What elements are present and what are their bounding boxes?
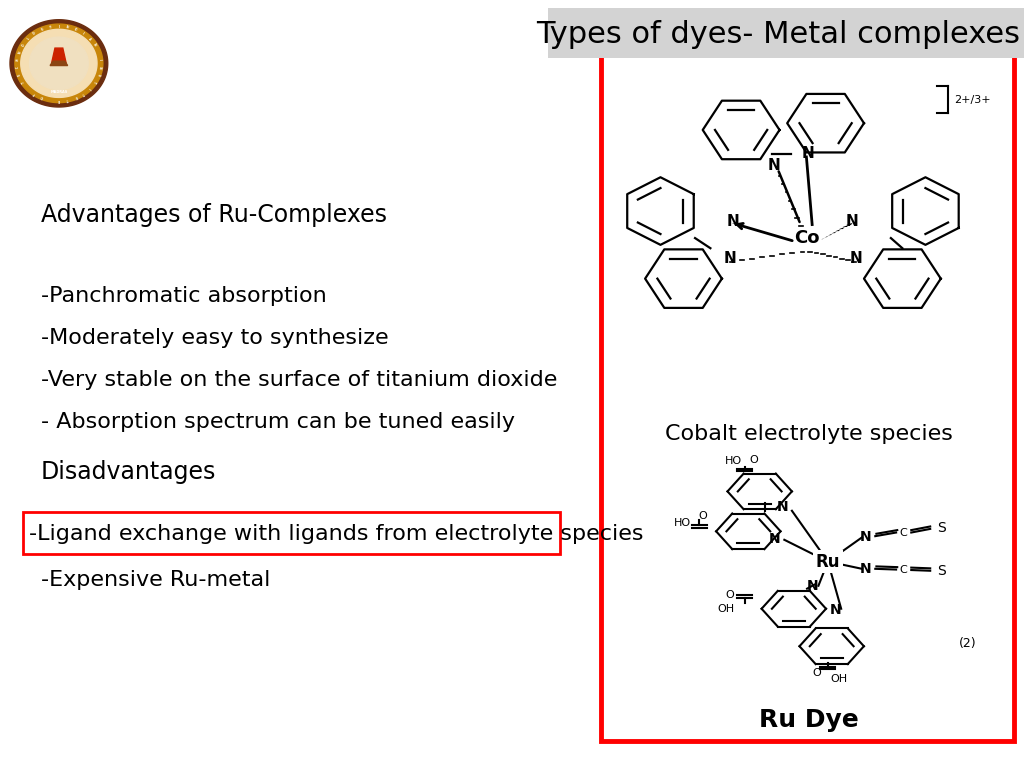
Text: Advantages of Ru-Complexes: Advantages of Ru-Complexes: [41, 203, 387, 227]
Polygon shape: [821, 237, 825, 240]
Text: N: N: [776, 500, 788, 514]
Polygon shape: [767, 233, 775, 235]
Text: N: N: [769, 531, 780, 545]
Text: OH: OH: [830, 674, 848, 684]
Polygon shape: [818, 240, 821, 241]
Polygon shape: [774, 235, 781, 237]
Text: L: L: [27, 37, 31, 41]
Text: Cobalt electrolyte species: Cobalt electrolyte species: [665, 424, 953, 444]
Text: HO: HO: [674, 518, 690, 528]
Text: O: O: [812, 668, 821, 678]
Polygon shape: [825, 235, 829, 237]
Polygon shape: [839, 227, 845, 229]
Text: F: F: [33, 91, 37, 95]
Text: Disadvantages: Disadvantages: [41, 460, 216, 485]
Text: -Ligand exchange with ligands from electrolyte species: -Ligand exchange with ligands from elect…: [29, 524, 643, 544]
Text: N: N: [767, 158, 780, 173]
Polygon shape: [20, 29, 97, 98]
Text: T: T: [92, 80, 96, 84]
Text: T: T: [22, 80, 26, 84]
Text: I: I: [58, 25, 59, 28]
Polygon shape: [15, 24, 102, 103]
Text: I: I: [97, 59, 101, 61]
Text: Types of dyes- Metal complexes: Types of dyes- Metal complexes: [537, 20, 1020, 49]
Text: Ru: Ru: [816, 552, 840, 571]
Polygon shape: [745, 227, 755, 229]
Text: N: N: [92, 43, 97, 47]
Text: -Very stable on the surface of titanium dioxide: -Very stable on the surface of titanium …: [41, 370, 557, 390]
Text: E: E: [17, 73, 23, 76]
Text: Co: Co: [794, 229, 819, 247]
Text: 2+/3+: 2+/3+: [954, 94, 991, 104]
Text: I: I: [81, 31, 85, 35]
Text: Ru Dye: Ru Dye: [759, 707, 859, 732]
Text: N: N: [17, 50, 23, 54]
FancyBboxPatch shape: [601, 23, 1014, 741]
Text: G: G: [40, 28, 44, 32]
Text: E: E: [58, 98, 59, 102]
Text: I: I: [87, 86, 91, 90]
Text: A: A: [87, 37, 92, 41]
Text: OH: OH: [717, 604, 734, 614]
Text: O: O: [33, 31, 37, 36]
Text: N: N: [846, 214, 859, 229]
Text: N: N: [850, 251, 862, 266]
Text: D: D: [74, 28, 78, 32]
Text: - Absorption spectrum can be tuned easily: - Absorption spectrum can be tuned easil…: [41, 412, 515, 432]
Text: S: S: [937, 564, 946, 578]
Polygon shape: [10, 20, 108, 107]
Polygon shape: [51, 48, 67, 64]
Text: N: N: [727, 214, 739, 229]
Polygon shape: [787, 240, 795, 241]
Text: O: O: [750, 455, 759, 465]
Text: H: H: [16, 58, 20, 61]
Text: N: N: [802, 146, 815, 161]
Text: (2): (2): [959, 637, 977, 650]
Text: HO: HO: [725, 456, 741, 466]
Polygon shape: [731, 223, 741, 225]
Text: O: O: [40, 94, 44, 99]
Text: S: S: [95, 73, 100, 76]
Text: C: C: [900, 565, 907, 575]
Text: -Moderately easy to synthesize: -Moderately easy to synthesize: [41, 328, 388, 348]
Text: -Panchromatic absorption: -Panchromatic absorption: [41, 286, 327, 306]
Polygon shape: [738, 225, 748, 227]
Text: O: O: [20, 43, 26, 47]
Text: S: S: [937, 521, 946, 535]
Text: N: N: [807, 579, 818, 593]
Text: C: C: [16, 66, 20, 68]
Text: T: T: [81, 91, 85, 95]
Polygon shape: [760, 231, 768, 233]
Polygon shape: [846, 223, 852, 225]
Text: N: N: [723, 251, 736, 266]
Text: T: T: [66, 97, 69, 101]
Polygon shape: [843, 225, 849, 227]
Polygon shape: [780, 237, 788, 240]
Text: -Expensive Ru-metal: -Expensive Ru-metal: [41, 570, 270, 590]
Text: O: O: [698, 511, 708, 521]
Text: Y: Y: [49, 25, 52, 30]
Text: N: N: [860, 531, 871, 545]
Text: N: N: [66, 25, 69, 30]
Text: N: N: [97, 66, 101, 68]
Text: C: C: [900, 528, 907, 538]
Polygon shape: [30, 37, 88, 90]
Text: U: U: [74, 94, 78, 99]
FancyBboxPatch shape: [548, 8, 1024, 58]
Text: N: N: [829, 603, 842, 617]
Polygon shape: [836, 229, 841, 231]
Polygon shape: [828, 233, 834, 235]
Polygon shape: [50, 61, 68, 65]
Polygon shape: [833, 231, 838, 233]
Polygon shape: [753, 229, 761, 231]
Text: N: N: [860, 562, 871, 576]
Text: MADRAS: MADRAS: [50, 90, 68, 94]
Text: O: O: [725, 591, 734, 601]
